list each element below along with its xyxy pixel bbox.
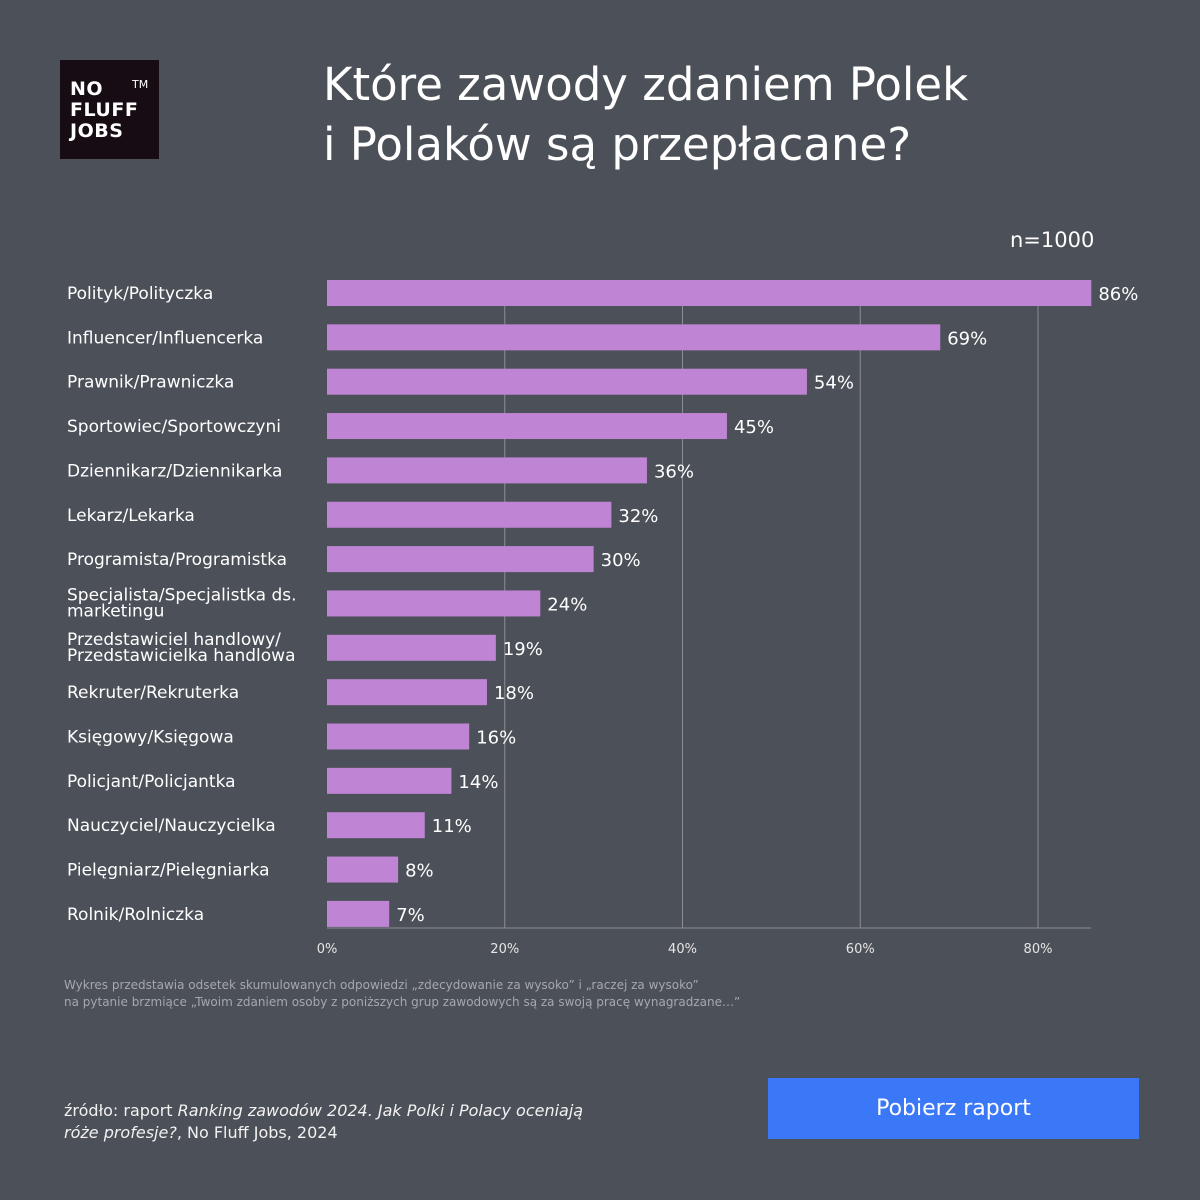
logo-text: JOBS	[70, 120, 124, 142]
category-label: Programista/Programistka	[67, 550, 287, 570]
category-label: Polityk/Polityczka	[67, 284, 213, 304]
category-label: Rekruter/Rekruterka	[67, 683, 239, 703]
download-report-button[interactable]: Pobierz raport	[768, 1078, 1139, 1139]
bar-chart: 0% 20% 40% 60% 80% 86% Polityk/Polityczka 69% In…	[67, 280, 1138, 957]
sample-size: n=1000	[1010, 228, 1095, 252]
bar	[327, 413, 727, 440]
x-tick-label: 20%	[490, 942, 519, 957]
logo-text: NO	[70, 78, 104, 100]
source-prefix: źródło: raport	[64, 1101, 178, 1120]
title-line: i Polaków są przepłacane?	[323, 118, 912, 171]
bar	[327, 546, 594, 573]
data-label: 7%	[396, 905, 425, 926]
category-label: Influencer/Influencerka	[67, 328, 263, 348]
data-label: 45%	[734, 417, 774, 438]
bar	[327, 634, 496, 661]
x-tick-label: 80%	[1024, 942, 1053, 957]
bar	[327, 767, 452, 794]
category-label: Przedstawicielka handlowa	[67, 646, 296, 666]
data-label: 69%	[947, 328, 987, 349]
bar	[327, 324, 941, 351]
data-label: 86%	[1098, 284, 1138, 305]
bar	[327, 679, 487, 706]
bar	[327, 812, 425, 839]
bar	[327, 457, 647, 484]
category-label: Nauczyciel/Nauczycielka	[67, 816, 276, 836]
data-label: 24%	[547, 594, 587, 615]
data-label: 54%	[814, 373, 854, 394]
category-label: Policjant/Policjantka	[67, 772, 236, 792]
data-label: 32%	[618, 506, 658, 527]
no-fluff-jobs-logo: NO FLUFF JOBS TM	[60, 60, 159, 159]
source: źródło: raport Ranking zawodów 2024. Jak…	[64, 1100, 583, 1144]
data-label: 36%	[654, 461, 694, 482]
x-tick-label: 0%	[317, 942, 338, 957]
chart-title: Które zawody zdaniem Polek i Polaków są p…	[323, 55, 968, 175]
bar	[327, 590, 541, 617]
bar	[327, 368, 807, 395]
bar	[327, 723, 470, 750]
x-tick-label: 60%	[846, 942, 875, 957]
footnote-line: na pytanie brzmiące „Twoim zdaniem osoby…	[64, 995, 741, 1009]
footnote: Wykres przedstawia odsetek skumulowanych…	[64, 977, 740, 1011]
bar	[327, 900, 390, 927]
category-label: Księgowy/Księgowa	[67, 728, 234, 748]
category-label: Sportowiec/Sportowczyni	[67, 417, 281, 437]
title-line: Które zawody zdaniem Polek	[323, 58, 969, 111]
report-title: róże profesje?	[64, 1123, 177, 1142]
category-label: Lekarz/Lekarka	[67, 506, 195, 526]
category-label: Prawnik/Prawniczka	[67, 373, 234, 393]
bar	[327, 280, 1092, 306]
x-tick-label: 40%	[668, 942, 697, 957]
category-label: Specjalista/Specjalistka ds.	[67, 585, 297, 605]
data-label: 14%	[458, 772, 498, 793]
data-label: 16%	[476, 728, 516, 749]
category-label: Pielęgniarz/Pielęgniarka	[67, 861, 270, 881]
source-suffix: , No Fluff Jobs, 2024	[176, 1123, 338, 1142]
bar	[327, 856, 399, 883]
report-title: Ranking zawodów 2024. Jak Polki i Polacy…	[177, 1101, 584, 1120]
data-label: 19%	[503, 639, 543, 660]
trademark: TM	[132, 78, 149, 91]
category-label: Dziennikarz/Dziennikarka	[67, 461, 282, 481]
category-label: marketingu	[67, 601, 164, 621]
category-label: Rolnik/Rolniczka	[67, 905, 204, 925]
data-label: 18%	[494, 683, 534, 704]
footnote-line: Wykres przedstawia odsetek skumulowanych…	[64, 978, 699, 992]
data-label: 8%	[405, 861, 434, 882]
bar	[327, 501, 612, 528]
logo-text: FLUFF	[70, 99, 139, 121]
category-label: Przedstawiciel handlowy/	[67, 630, 281, 650]
data-label: 11%	[432, 816, 472, 837]
data-label: 30%	[601, 550, 641, 571]
